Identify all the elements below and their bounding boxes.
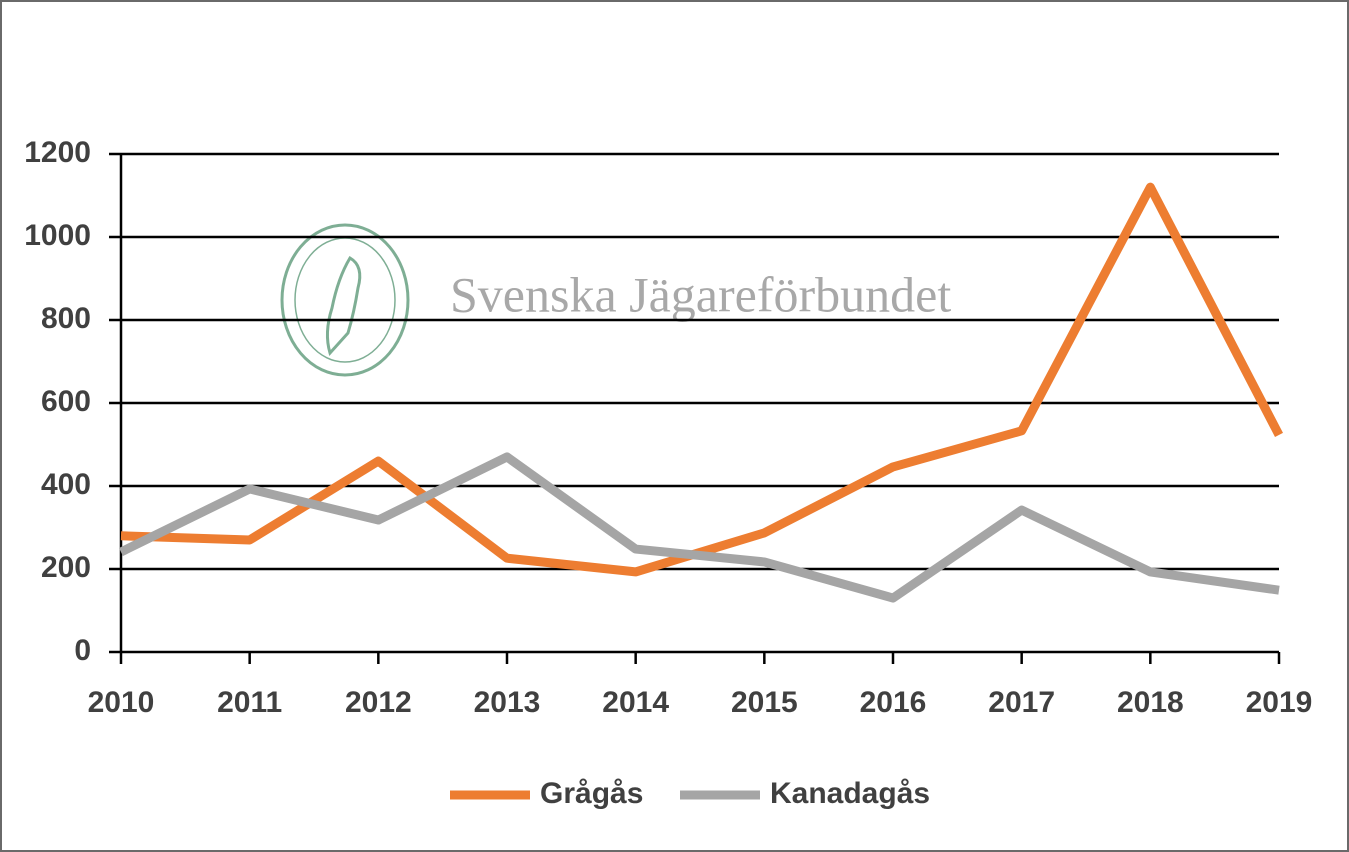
y-tick-label: 1000: [24, 219, 91, 252]
x-tick-label: 2017: [988, 686, 1055, 719]
x-tick-label: 2010: [88, 686, 155, 719]
x-tick-label: 2018: [1117, 686, 1184, 719]
x-tick-label: 2015: [731, 686, 798, 719]
y-tick-label: 200: [41, 551, 91, 584]
series-line: [119, 452, 1280, 603]
legend-label: Grågås: [540, 777, 643, 810]
y-tick-label: 800: [41, 302, 91, 335]
x-tick-label: 2011: [217, 686, 282, 719]
legend-label: Kanadagås: [770, 777, 930, 810]
x-tick-label: 2019: [1246, 686, 1313, 719]
x-tick-label: 2012: [345, 686, 412, 719]
y-tick-label: 400: [41, 468, 91, 501]
x-tick-label: 2016: [860, 686, 927, 719]
x-tick-label: 2013: [474, 686, 541, 719]
y-tick-label: 1200: [24, 136, 91, 169]
watermark: Svenska Jägareförbundet: [450, 266, 951, 322]
x-tick-label: 2014: [602, 686, 669, 719]
y-tick-label: 600: [41, 385, 91, 418]
y-tick-label: 0: [74, 634, 91, 667]
